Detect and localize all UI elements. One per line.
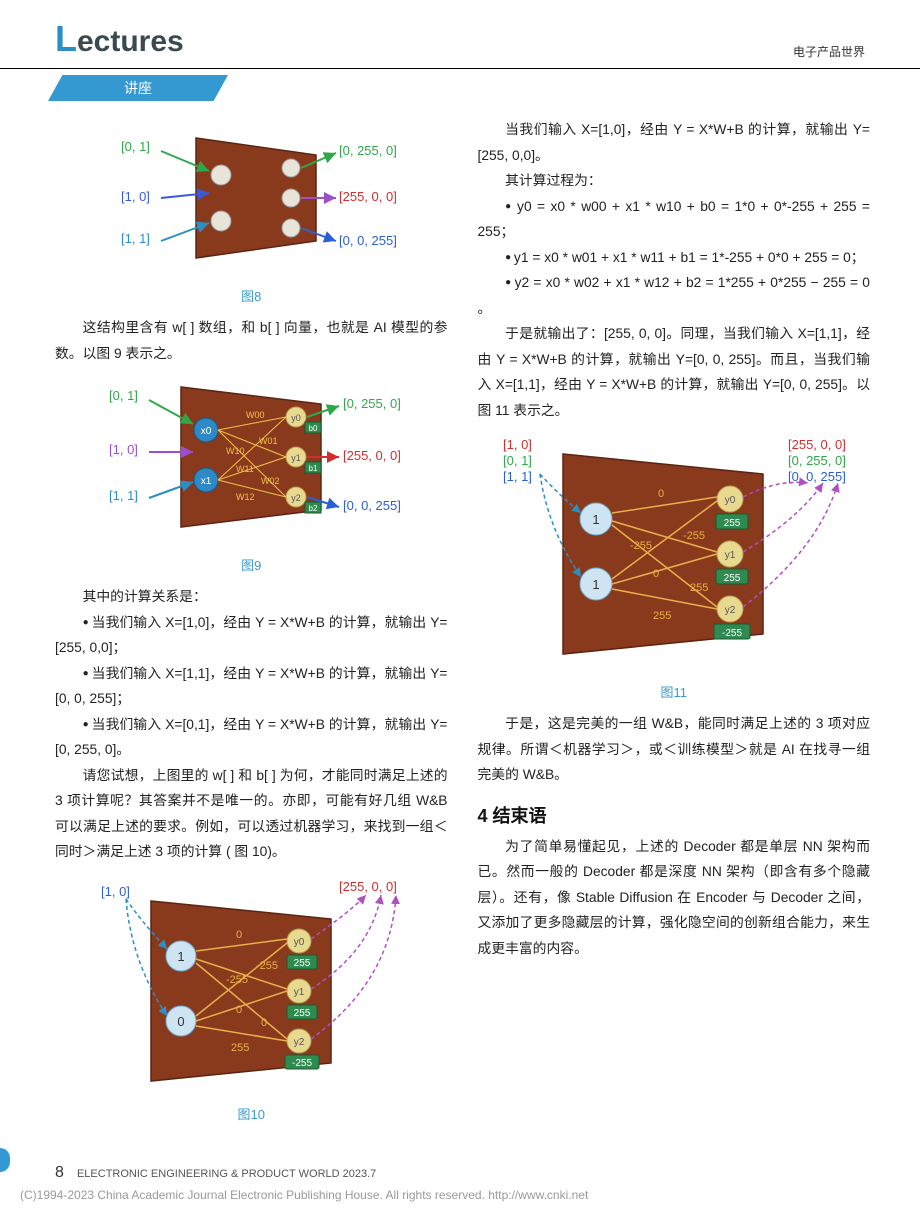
svg-text:1: 1 (592, 512, 599, 527)
right-para3: 于是就输出了：[255, 0, 0]。同理，当我们输入 X=[1,1]，经由 Y… (478, 321, 871, 423)
svg-text:y1: y1 (724, 550, 735, 561)
svg-text:[255, 0, 0]: [255, 0, 0] (339, 879, 397, 894)
page-header: Lectures 电子产品世界 (0, 0, 920, 69)
svg-text:0: 0 (178, 1014, 185, 1029)
fig10-caption: 图10 (55, 1104, 448, 1123)
left-bullet-0: 当我们输入 X=[1,0]，经由 Y = X*W+B 的计算，就输出 Y=[25… (55, 610, 448, 661)
left-column: [0, 1] [1, 0] [1, 1] [0, 255, 0] [255, 0… (55, 117, 448, 1133)
svg-text:b1: b1 (309, 464, 318, 473)
svg-text:W12: W12 (236, 492, 255, 502)
svg-text:255: 255 (231, 1042, 249, 1054)
svg-text:y2: y2 (294, 1037, 305, 1048)
svg-text:b2: b2 (309, 504, 318, 513)
svg-text:[255, 0, 0]: [255, 0, 0] (788, 437, 846, 452)
fig8-out0: [0, 255, 0] (339, 143, 397, 158)
fig8-caption: 图8 (55, 286, 448, 305)
header-title-prefix: L (55, 18, 77, 59)
svg-text:[0, 255, 0]: [0, 255, 0] (788, 453, 846, 468)
svg-text:W02: W02 (261, 476, 280, 486)
svg-text:255: 255 (294, 958, 311, 969)
right-para2: 其计算过程为： (478, 168, 871, 194)
figure-11: 1 1 y0 255 y1 255 y2 -255 0 -255 255 -25… (478, 429, 871, 674)
header-title-rest: ectures (77, 25, 184, 58)
svg-text:0: 0 (261, 1017, 267, 1029)
svg-text:y1: y1 (291, 453, 301, 463)
svg-text:y1: y1 (294, 987, 305, 998)
svg-text:255: 255 (723, 573, 740, 584)
right-para4: 于是，这是完美的一组 W&B，能同时满足上述的 3 项对应规律。所谓＜机器学习＞… (478, 711, 871, 788)
svg-text:y2: y2 (291, 493, 301, 503)
svg-text:W00: W00 (246, 410, 265, 420)
svg-text:x1: x1 (201, 476, 212, 487)
fig8-in0: [0, 1] (121, 139, 150, 154)
svg-text:1: 1 (592, 577, 599, 592)
svg-text:0: 0 (653, 568, 659, 580)
svg-text:-255: -255 (683, 530, 705, 542)
fig8-in2: [1, 1] (121, 231, 150, 246)
svg-text:y0: y0 (724, 495, 735, 506)
svg-text:[255, 0, 0]: [255, 0, 0] (343, 448, 401, 463)
right-column: 当我们输入 X=[1,0]，经由 Y = X*W+B 的计算，就输出 Y=[25… (478, 117, 871, 1133)
right-para1: 当我们输入 X=[1,0]，经由 Y = X*W+B 的计算，就输出 Y=[25… (478, 117, 871, 168)
svg-text:y2: y2 (724, 605, 735, 616)
left-para3: 请您试想，上图里的 w[ ] 和 b[ ] 为何，才能同时满足上述的 3 项计算… (55, 763, 448, 865)
footer-copyright: (C)1994-2023 China Academic Journal Elec… (20, 1188, 588, 1202)
svg-text:y0: y0 (294, 937, 305, 948)
svg-text:255: 255 (690, 582, 708, 594)
figure-9: x0 x1 y0 y1 y2 b0 b1 b2 W00 W01 W02 W10 … (55, 372, 448, 547)
svg-text:-255: -255 (721, 628, 741, 639)
header-title: Lectures (55, 18, 184, 60)
left-para1: 这结构里含有 w[ ] 数组，和 b[ ] 向量，也就是 AI 模型的参数。以图… (55, 315, 448, 366)
fig11-caption: 图11 (478, 682, 871, 701)
svg-text:0: 0 (236, 929, 242, 941)
footer-line: ELECTRONIC ENGINEERING & PRODUCT WORLD 2… (77, 1168, 376, 1180)
svg-text:0: 0 (658, 488, 664, 500)
svg-text:W10: W10 (226, 446, 245, 456)
figure-8: [0, 1] [1, 0] [1, 1] [0, 255, 0] [255, 0… (55, 123, 448, 278)
svg-text:[0, 0, 255]: [0, 0, 255] (343, 498, 401, 513)
svg-text:1: 1 (178, 949, 185, 964)
svg-text:-255: -255 (292, 1058, 312, 1069)
svg-text:255: 255 (653, 610, 671, 622)
svg-text:255: 255 (294, 1008, 311, 1019)
svg-text:255: 255 (723, 518, 740, 529)
svg-text:[0, 1]: [0, 1] (109, 388, 138, 403)
left-bullet-2: 当我们输入 X=[0,1]，经由 Y = X*W+B 的计算，就输出 Y=[0,… (55, 712, 448, 763)
left-bullet-1: 当我们输入 X=[1,1]，经由 Y = X*W+B 的计算，就输出 Y=[0,… (55, 661, 448, 712)
svg-text:[0, 255, 0]: [0, 255, 0] (343, 396, 401, 411)
svg-text:y0: y0 (291, 413, 301, 423)
left-para2: 其中的计算关系是： (55, 584, 448, 610)
svg-text:[1, 0]: [1, 0] (503, 437, 532, 452)
page-number: 8 (55, 1164, 64, 1181)
svg-text:[1, 0]: [1, 0] (109, 442, 138, 457)
figure-10: 1 0 y0 255 y1 255 y2 -255 0 -255 0 -255 … (55, 871, 448, 1096)
svg-text:[1, 1]: [1, 1] (503, 469, 532, 484)
svg-text:[1, 0]: [1, 0] (101, 884, 130, 899)
lecture-tab: 讲座 (48, 75, 228, 101)
left-edge-marker (0, 1148, 10, 1172)
right-calc-0: y0 = x0 * w00 + x1 * w10 + b0 = 1*0 + 0*… (478, 194, 871, 245)
fig9-caption: 图9 (55, 555, 448, 574)
right-para5: 为了简单易懂起见，上述的 Decoder 都是单层 NN 架构而已。然而一般的 … (478, 834, 871, 962)
header-brand: 电子产品世界 (793, 43, 865, 60)
page-footer: 8 ELECTRONIC ENGINEERING & PRODUCT WORLD… (55, 1164, 870, 1182)
svg-text:[1, 1]: [1, 1] (109, 488, 138, 503)
fig8-out1: [255, 0, 0] (339, 189, 397, 204)
right-calc-1: y1 = x0 * w01 + x1 * w11 + b1 = 1*-255 +… (478, 245, 871, 271)
svg-text:W11: W11 (236, 464, 254, 474)
svg-text:b0: b0 (309, 424, 318, 433)
fig8-in1: [1, 0] (121, 189, 150, 204)
svg-text:-255: -255 (226, 974, 248, 986)
svg-text:0: 0 (236, 1004, 242, 1016)
svg-text:-255: -255 (256, 960, 278, 972)
svg-text:-255: -255 (630, 540, 652, 552)
fig8-out2: [0, 0, 255] (339, 233, 397, 248)
svg-text:W01: W01 (259, 436, 278, 446)
svg-text:x0: x0 (201, 426, 212, 437)
section-4-heading: 4 结束语 (478, 802, 871, 828)
right-calc-2: y2 = x0 * w02 + x1 * w12 + b2 = 1*255 + … (478, 270, 871, 321)
svg-text:[0, 1]: [0, 1] (503, 453, 532, 468)
